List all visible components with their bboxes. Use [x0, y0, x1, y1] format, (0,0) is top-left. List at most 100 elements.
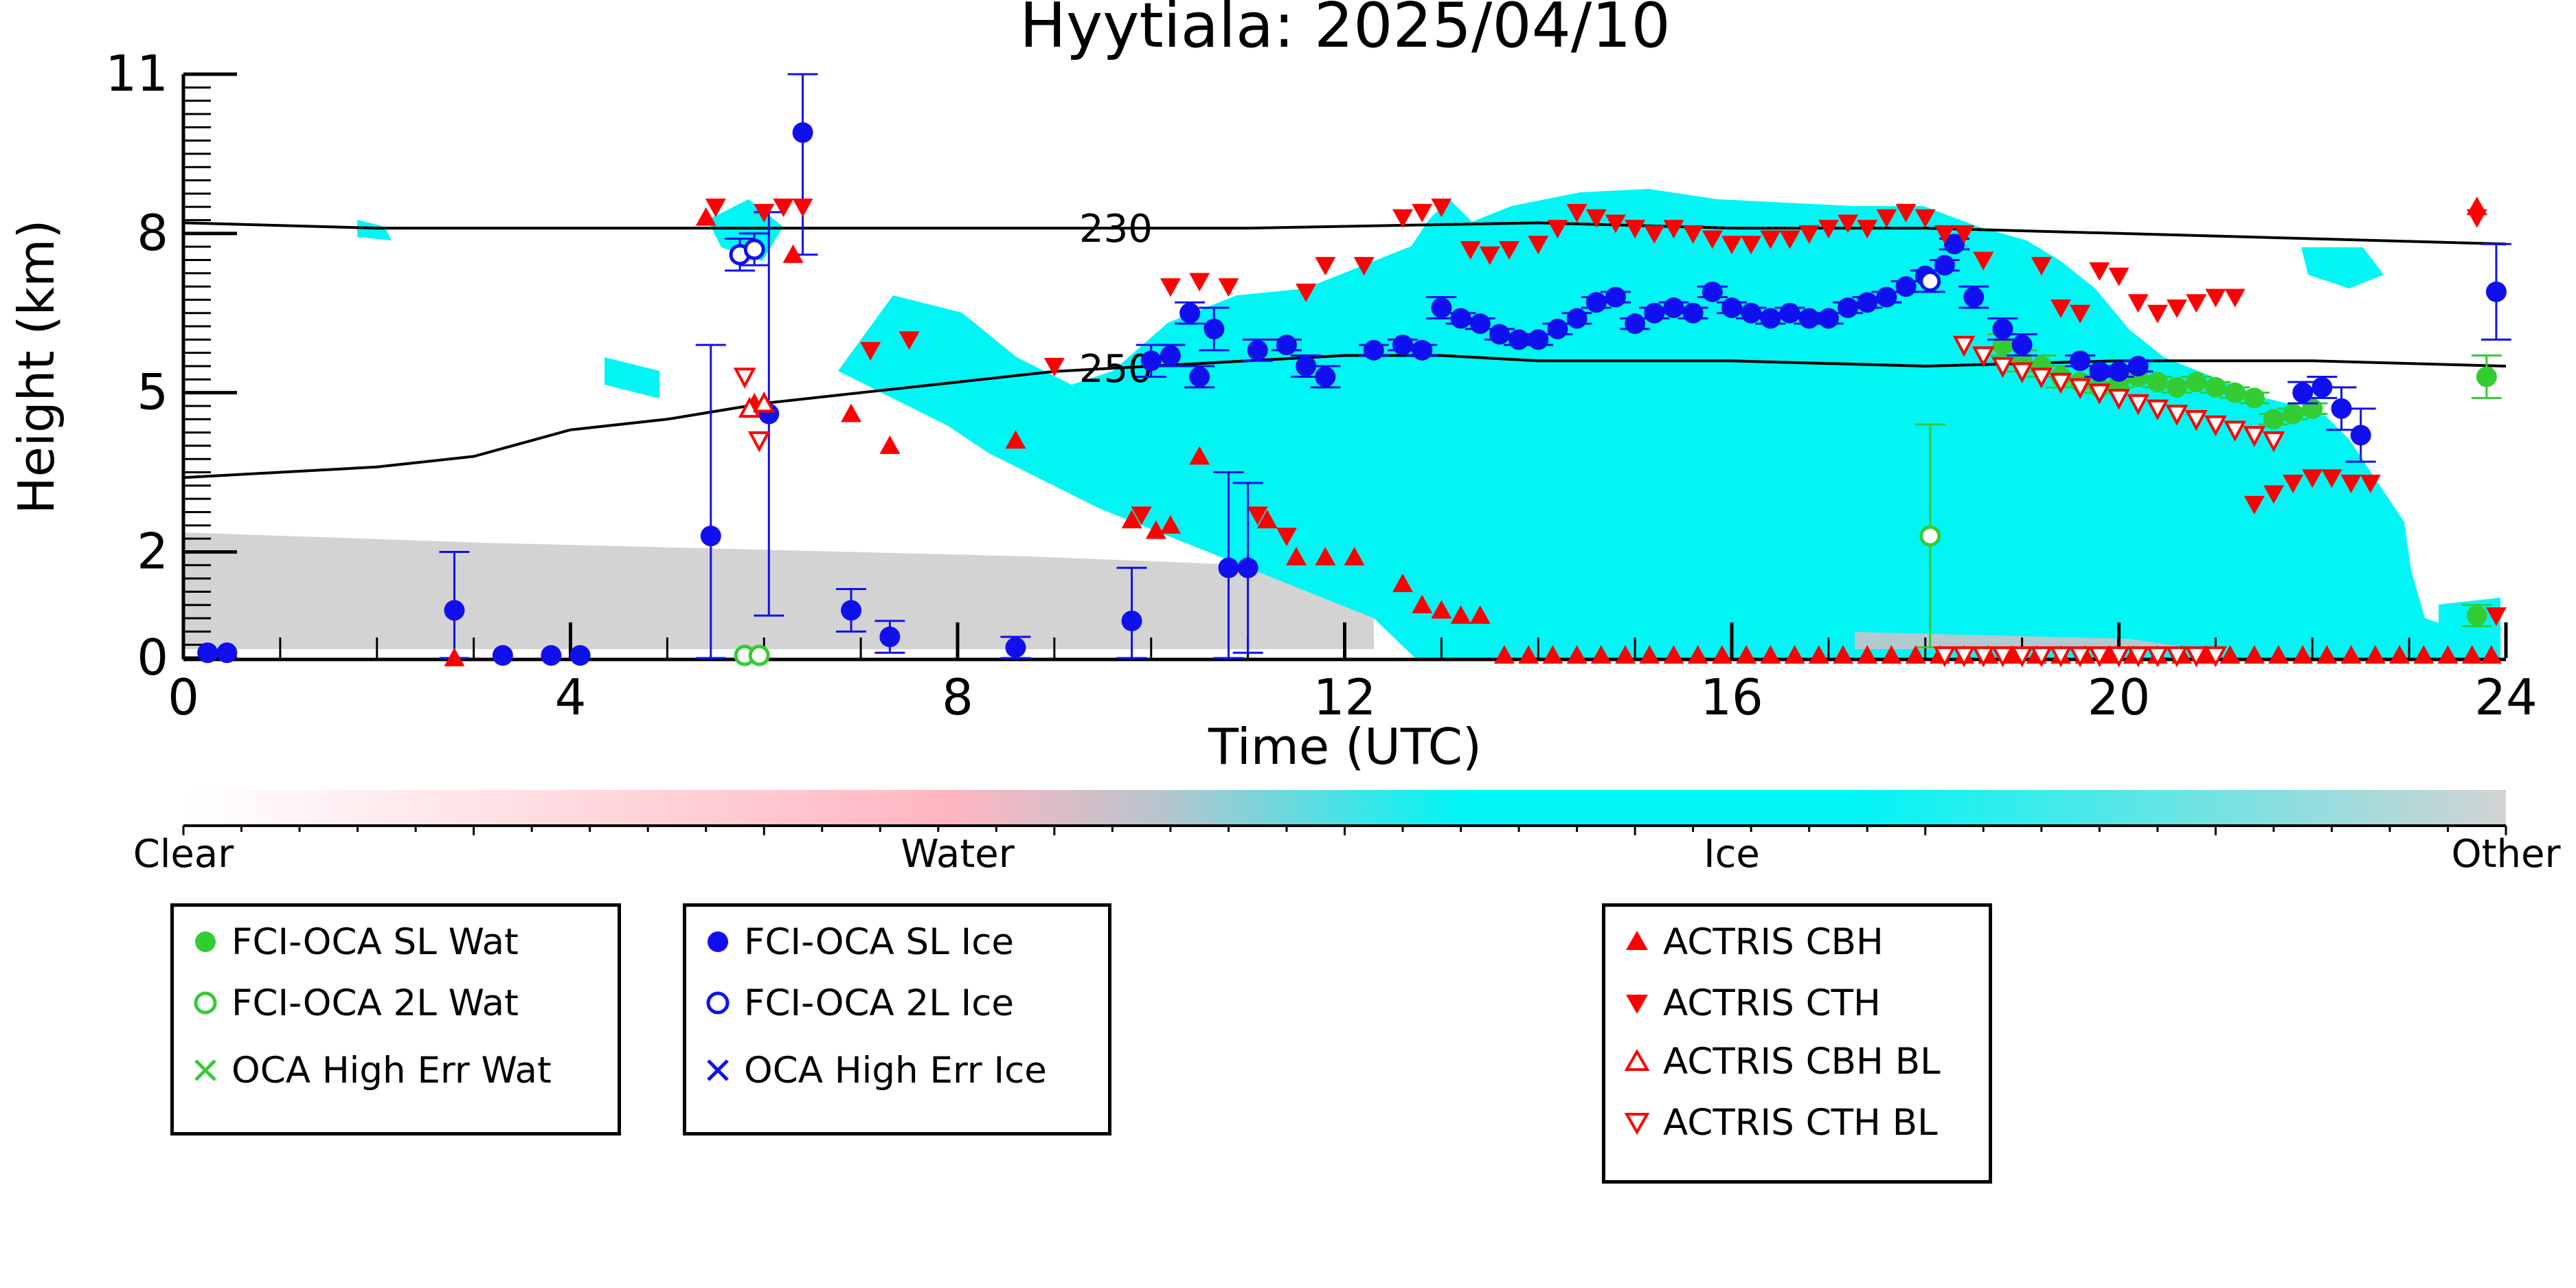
data-point	[1566, 308, 1588, 329]
data-point	[1247, 339, 1268, 361]
data-point	[1721, 297, 1742, 318]
colorbar-labels: Clear Water Ice Other	[133, 832, 2562, 877]
x-tick-label: 0	[168, 668, 199, 726]
data-point	[1392, 209, 1414, 228]
data-point	[2204, 415, 2227, 437]
data-point	[2011, 362, 2033, 383]
data-point	[1857, 645, 1878, 664]
data-point	[705, 199, 726, 218]
colorbar-label: Clear	[133, 832, 234, 877]
data-point	[1992, 318, 2013, 339]
data-point	[1431, 600, 1452, 619]
data-point	[1952, 646, 1976, 668]
data-point	[1412, 594, 1433, 613]
data-point	[1895, 203, 1917, 223]
y-tick-label: 2	[137, 522, 168, 580]
data-point	[2263, 409, 2284, 430]
data-point	[197, 642, 218, 664]
data-point	[1131, 506, 1152, 526]
data-point	[1566, 203, 1588, 223]
data-point	[1682, 225, 1704, 244]
data-point	[1469, 313, 1491, 335]
legend-item-label: OCA High Err Ice	[744, 1049, 1047, 1092]
x-tick-label: 20	[2088, 668, 2151, 726]
data-point	[2224, 382, 2246, 403]
data-point	[2089, 361, 2110, 382]
data-point	[1933, 646, 1956, 668]
data-point	[1944, 234, 1965, 255]
data-point	[1585, 292, 1607, 313]
data-point	[1140, 350, 1162, 372]
data-point	[1315, 366, 1336, 387]
legend-item: ACTRIS CBH	[1620, 921, 1884, 963]
data-point	[1963, 286, 1985, 308]
data-point	[2485, 607, 2507, 626]
chart-title: Hyytiala: 2025/04/10	[1019, 0, 1670, 62]
x-tick-label: 16	[1700, 668, 1763, 726]
legend-item: ACTRIS CTH	[1620, 982, 1881, 1024]
data-point	[2127, 394, 2150, 416]
data-point	[1315, 257, 1336, 276]
data-point	[569, 645, 591, 666]
data-point	[2167, 300, 2188, 318]
data-point	[1431, 199, 1452, 218]
data-point	[2184, 646, 2208, 668]
data-point	[1528, 329, 1549, 350]
data-point	[782, 244, 804, 263]
data-point	[1760, 230, 1781, 249]
data-point	[2224, 289, 2246, 308]
data-point	[2127, 294, 2149, 313]
data-point	[2331, 398, 2352, 419]
data-point	[2127, 356, 2149, 376]
data-point	[2292, 382, 2314, 403]
x-tick-label: 24	[2474, 668, 2538, 726]
data-point	[2165, 646, 2189, 668]
data-point	[1760, 308, 1781, 329]
data-point	[2340, 645, 2362, 664]
data-point	[1881, 645, 1902, 664]
data-point	[2485, 281, 2507, 302]
filled-circle-marker-icon	[195, 931, 216, 952]
data-point	[2011, 335, 2033, 356]
temperature-contour-labels: 230 250	[1079, 207, 1153, 392]
data-point	[695, 207, 716, 226]
data-point	[2244, 645, 2265, 664]
data-point	[2186, 294, 2207, 313]
data-point	[1639, 645, 1660, 664]
data-point	[1663, 220, 1684, 239]
cloud-classification-background	[183, 189, 2500, 658]
data-point	[2089, 262, 2110, 281]
data-point	[1644, 225, 1665, 244]
data-point	[1818, 220, 1839, 239]
data-point	[2476, 366, 2497, 387]
data-point	[2002, 645, 2023, 664]
data-point	[1605, 286, 1626, 308]
data-point	[2413, 645, 2434, 664]
x-axis-label: Time (UTC)	[1208, 718, 1482, 776]
data-point	[792, 199, 813, 218]
data-point	[1276, 335, 1297, 356]
colorbar-label: Water	[901, 832, 1015, 877]
data-point	[1833, 645, 1854, 664]
open-triangle-down-marker-icon	[1624, 1113, 1650, 1136]
data-point	[1412, 203, 1433, 223]
legend-item-label: OCA High Err Wat	[231, 1049, 552, 1092]
data-point	[1876, 286, 1897, 308]
data-point	[2316, 645, 2338, 664]
data-point	[2186, 372, 2207, 393]
data-point	[2224, 420, 2246, 442]
y-tick-label: 0	[137, 629, 168, 686]
data-point	[2205, 376, 2226, 398]
data-point	[1741, 236, 1762, 255]
data-point	[748, 644, 770, 666]
data-point	[1247, 506, 1268, 526]
triangle-up-marker-icon	[1626, 931, 1648, 950]
data-point	[1160, 515, 1181, 534]
data-point	[2108, 389, 2130, 410]
data-point	[2070, 304, 2091, 324]
data-point	[1919, 525, 1941, 547]
data-point	[2050, 300, 2071, 318]
contour-line	[183, 221, 2506, 246]
data-point	[1798, 225, 1820, 244]
data-point	[2108, 267, 2129, 286]
